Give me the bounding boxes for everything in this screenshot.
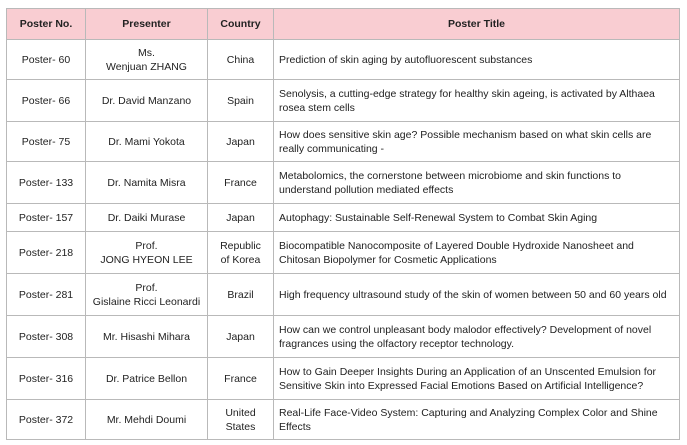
header-poster-title: Poster Title bbox=[273, 8, 680, 40]
poster-title-cell: How to Gain Deeper Insights During an Ap… bbox=[273, 357, 680, 400]
poster-title-cell: How can we control unpleasant body malod… bbox=[273, 315, 680, 358]
poster-number-cell: Poster- 133 bbox=[6, 161, 86, 204]
table-row: Poster- 218 Prof. JONG HYEON LEE Republic … bbox=[6, 231, 680, 274]
presenter-cell: Mr. Mehdi Doumi bbox=[85, 399, 208, 440]
presenter-cell: Dr. Mami Yokota bbox=[85, 121, 208, 162]
country-cell: Japan bbox=[207, 121, 274, 162]
presenter-cell: Prof. JONG HYEON LEE bbox=[85, 231, 208, 274]
table-row: Poster- 316 Dr. Patrice Bellon France How t… bbox=[6, 357, 680, 400]
poster-number-cell: Poster- 60 bbox=[6, 39, 86, 80]
poster-title-cell: Prediction of skin aging by autofluoresc… bbox=[273, 39, 680, 80]
poster-number-cell: Poster- 316 bbox=[6, 357, 86, 400]
table-row: Poster- 372 Mr. Mehdi Doumi United States R… bbox=[6, 399, 680, 440]
poster-number-cell: Poster- 66 bbox=[6, 79, 86, 122]
presenter-cell: Prof. Gislaine Ricci Leonardi bbox=[85, 273, 208, 316]
presenter-cell: Dr. Patrice Bellon bbox=[85, 357, 208, 400]
poster-number-cell: Poster- 218 bbox=[6, 231, 86, 274]
poster-number-cell: Poster- 281 bbox=[6, 273, 86, 316]
presenter-cell: Dr. Namita Misra bbox=[85, 161, 208, 204]
table-body: Poster- 60 Ms. Wenjuan ZHANG China Predicti… bbox=[6, 39, 680, 440]
poster-title-cell: Senolysis, a cutting-edge strategy for h… bbox=[273, 79, 680, 122]
table-row: Poster- 66 Dr. David Manzano Spain Senolysi… bbox=[6, 79, 680, 122]
poster-title-cell: Real-Life Face-Video System: Capturing a… bbox=[273, 399, 680, 440]
header-country: Country bbox=[207, 8, 274, 40]
country-cell: France bbox=[207, 161, 274, 204]
poster-title-cell: Autophagy: Sustainable Self-Renewal Syst… bbox=[273, 203, 680, 232]
presenter-cell: Ms. Wenjuan ZHANG bbox=[85, 39, 208, 80]
table-row: Poster- 75 Dr. Mami Yokota Japan How does s… bbox=[6, 121, 680, 162]
table-header-row: Poster No. Presenter Country Poster Titl… bbox=[6, 8, 680, 40]
country-cell: Japan bbox=[207, 203, 274, 232]
poster-table: Poster No. Presenter Country Poster Titl… bbox=[6, 8, 680, 440]
table-row: Poster- 281 Prof. Gislaine Ricci Leonardi… bbox=[6, 273, 680, 316]
poster-number-cell: Poster- 372 bbox=[6, 399, 86, 440]
presenter-cell: Dr. David Manzano bbox=[85, 79, 208, 122]
poster-number-cell: Poster- 157 bbox=[6, 203, 86, 232]
table-row: Poster- 308 Mr. Hisashi Mihara Japan How ca… bbox=[6, 315, 680, 358]
header-presenter: Presenter bbox=[85, 8, 208, 40]
poster-title-cell: Biocompatible Nanocomposite of Layered D… bbox=[273, 231, 680, 274]
poster-title-cell: How does sensitive skin age? Possible me… bbox=[273, 121, 680, 162]
table-row: Poster- 60 Ms. Wenjuan ZHANG China Predicti… bbox=[6, 39, 680, 80]
country-cell: Japan bbox=[207, 315, 274, 358]
country-cell: China bbox=[207, 39, 274, 80]
poster-title-cell: High frequency ultrasound study of the s… bbox=[273, 273, 680, 316]
country-cell: Brazil bbox=[207, 273, 274, 316]
header-poster-no: Poster No. bbox=[6, 8, 86, 40]
poster-title-cell: Metabolomics, the cornerstone between mi… bbox=[273, 161, 680, 204]
presenter-cell: Mr. Hisashi Mihara bbox=[85, 315, 208, 358]
country-cell: United States bbox=[207, 399, 274, 440]
poster-number-cell: Poster- 75 bbox=[6, 121, 86, 162]
country-cell: France bbox=[207, 357, 274, 400]
table-row: Poster- 133 Dr. Namita Misra France Metabol… bbox=[6, 161, 680, 204]
presenter-cell: Dr. Daiki Murase bbox=[85, 203, 208, 232]
table-row: Poster- 157 Dr. Daiki Murase Japan Autophag… bbox=[6, 203, 680, 232]
poster-number-cell: Poster- 308 bbox=[6, 315, 86, 358]
country-cell: Republic of Korea bbox=[207, 231, 274, 274]
country-cell: Spain bbox=[207, 79, 274, 122]
